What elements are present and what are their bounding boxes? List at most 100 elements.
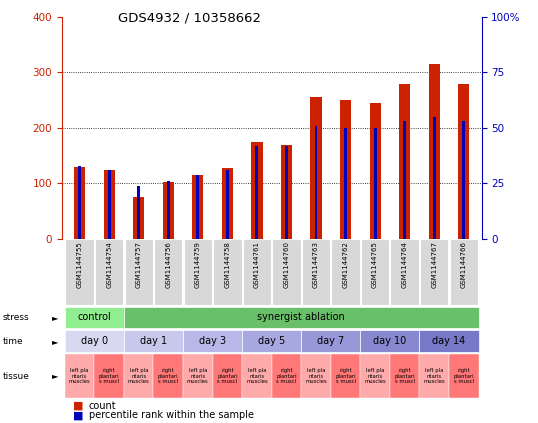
- Text: GSM1144764: GSM1144764: [402, 241, 408, 288]
- Text: control: control: [77, 312, 111, 322]
- FancyBboxPatch shape: [450, 239, 478, 305]
- Bar: [429, 64, 440, 239]
- FancyBboxPatch shape: [213, 354, 242, 398]
- Text: time: time: [3, 337, 23, 346]
- Text: right
plantari
s muscl: right plantari s muscl: [335, 368, 356, 385]
- FancyBboxPatch shape: [420, 330, 479, 352]
- Bar: [433, 117, 436, 239]
- Text: GSM1144758: GSM1144758: [224, 241, 230, 288]
- Bar: [403, 121, 406, 239]
- Text: right
plantari
s muscl: right plantari s muscl: [394, 368, 415, 385]
- Text: GSM1144766: GSM1144766: [461, 241, 467, 288]
- Bar: [196, 175, 199, 239]
- Bar: [222, 168, 233, 239]
- FancyBboxPatch shape: [65, 330, 124, 352]
- Bar: [256, 146, 258, 239]
- Text: GDS4932 / 10358662: GDS4932 / 10358662: [118, 12, 261, 25]
- Bar: [78, 166, 81, 239]
- FancyBboxPatch shape: [301, 330, 360, 352]
- FancyBboxPatch shape: [301, 354, 331, 398]
- Bar: [167, 181, 169, 239]
- Bar: [374, 128, 377, 239]
- FancyBboxPatch shape: [331, 354, 360, 398]
- Bar: [315, 126, 317, 239]
- FancyBboxPatch shape: [331, 239, 360, 305]
- Text: right
plantari
s muscl: right plantari s muscl: [158, 368, 179, 385]
- FancyBboxPatch shape: [243, 239, 271, 305]
- Bar: [162, 182, 174, 239]
- FancyBboxPatch shape: [302, 239, 330, 305]
- Bar: [137, 186, 140, 239]
- Text: GSM1144755: GSM1144755: [76, 241, 83, 288]
- Bar: [108, 170, 111, 239]
- Bar: [192, 175, 203, 239]
- Text: percentile rank within the sample: percentile rank within the sample: [89, 410, 254, 420]
- FancyBboxPatch shape: [124, 239, 153, 305]
- FancyBboxPatch shape: [154, 239, 182, 305]
- FancyBboxPatch shape: [183, 354, 213, 398]
- Text: count: count: [89, 401, 116, 411]
- Text: ►: ►: [52, 337, 58, 346]
- FancyBboxPatch shape: [242, 330, 301, 352]
- FancyBboxPatch shape: [361, 239, 390, 305]
- Bar: [103, 170, 115, 239]
- Text: day 10: day 10: [373, 336, 407, 346]
- Text: day 0: day 0: [81, 336, 108, 346]
- Text: GSM1144757: GSM1144757: [136, 241, 141, 288]
- Text: right
plantari
s muscl: right plantari s muscl: [99, 368, 119, 385]
- Text: left pla
ntaris
muscles: left pla ntaris muscles: [187, 368, 209, 385]
- Bar: [462, 121, 465, 239]
- FancyBboxPatch shape: [420, 354, 449, 398]
- Text: day 3: day 3: [199, 336, 226, 346]
- Text: GSM1144761: GSM1144761: [254, 241, 260, 288]
- FancyBboxPatch shape: [242, 354, 272, 398]
- Text: ►: ►: [52, 371, 58, 381]
- Text: GSM1144759: GSM1144759: [195, 241, 201, 288]
- FancyBboxPatch shape: [360, 354, 390, 398]
- Text: tissue: tissue: [3, 371, 30, 381]
- FancyBboxPatch shape: [124, 307, 479, 328]
- FancyBboxPatch shape: [65, 354, 94, 398]
- Text: left pla
ntaris
muscles: left pla ntaris muscles: [246, 368, 268, 385]
- Bar: [133, 198, 144, 239]
- Text: left pla
ntaris
muscles: left pla ntaris muscles: [69, 368, 90, 385]
- Text: right
plantari
s muscl: right plantari s muscl: [454, 368, 474, 385]
- Text: left pla
ntaris
muscles: left pla ntaris muscles: [305, 368, 327, 385]
- FancyBboxPatch shape: [66, 239, 94, 305]
- Text: day 5: day 5: [258, 336, 285, 346]
- Text: day 1: day 1: [140, 336, 167, 346]
- FancyBboxPatch shape: [183, 330, 242, 352]
- FancyBboxPatch shape: [65, 307, 124, 328]
- FancyBboxPatch shape: [124, 330, 183, 352]
- FancyBboxPatch shape: [95, 239, 123, 305]
- Bar: [344, 128, 347, 239]
- Text: stress: stress: [3, 313, 29, 322]
- FancyBboxPatch shape: [94, 354, 124, 398]
- Bar: [285, 146, 288, 239]
- Text: day 14: day 14: [433, 336, 465, 346]
- Bar: [340, 100, 351, 239]
- FancyBboxPatch shape: [390, 354, 420, 398]
- Text: GSM1144767: GSM1144767: [431, 241, 437, 288]
- FancyBboxPatch shape: [213, 239, 242, 305]
- Bar: [226, 170, 229, 239]
- FancyBboxPatch shape: [272, 354, 301, 398]
- Text: synergist ablation: synergist ablation: [257, 312, 345, 322]
- FancyBboxPatch shape: [391, 239, 419, 305]
- Text: GSM1144763: GSM1144763: [313, 241, 319, 288]
- Text: GSM1144760: GSM1144760: [284, 241, 289, 288]
- Bar: [399, 84, 410, 239]
- Text: GSM1144754: GSM1144754: [106, 241, 112, 288]
- Bar: [251, 142, 263, 239]
- Text: left pla
ntaris
muscles: left pla ntaris muscles: [128, 368, 150, 385]
- Text: GSM1144756: GSM1144756: [165, 241, 171, 288]
- Text: GSM1144762: GSM1144762: [343, 241, 349, 288]
- FancyBboxPatch shape: [272, 239, 301, 305]
- Bar: [310, 97, 322, 239]
- FancyBboxPatch shape: [360, 330, 420, 352]
- Text: ►: ►: [52, 313, 58, 322]
- Text: left pla
ntaris
muscles: left pla ntaris muscles: [423, 368, 445, 385]
- Text: left pla
ntaris
muscles: left pla ntaris muscles: [364, 368, 386, 385]
- Text: GSM1144765: GSM1144765: [372, 241, 378, 288]
- Bar: [370, 103, 381, 239]
